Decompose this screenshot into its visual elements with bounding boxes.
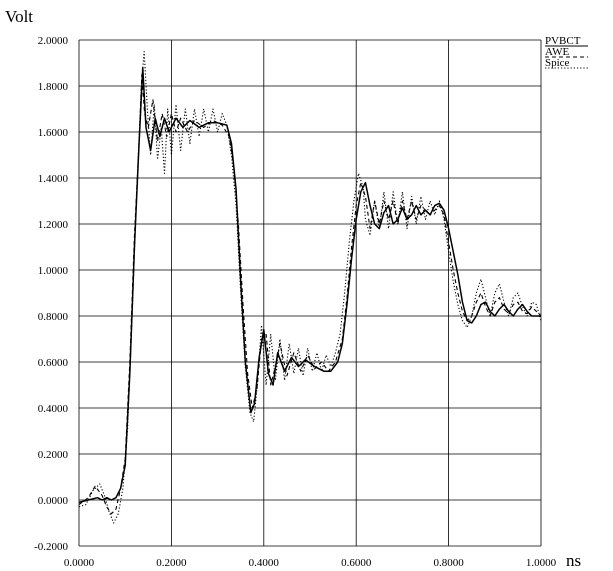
y-tick-label: 0.4000	[38, 403, 69, 415]
x-tick-label: 0.8000	[433, 557, 464, 569]
x-axis-title: ns	[566, 551, 581, 570]
series-line-awe	[78, 73, 542, 515]
y-axis-ticks: -0.2000 0.0000 0.2000 0.4000 0.6000 0.8000 1.0…	[34, 35, 68, 553]
series-lines	[78, 50, 542, 524]
x-tick-label: 0.4000	[249, 557, 280, 569]
y-axis-title: Volt	[5, 7, 33, 26]
x-tick-label: 1.0000	[526, 557, 557, 569]
y-tick-label: -0.2000	[34, 541, 68, 553]
y-tick-label: 0.2000	[38, 449, 69, 461]
series-line-pvbct	[78, 66, 541, 504]
grid-lines	[78, 39, 542, 547]
x-tick-label: 0.6000	[341, 557, 372, 569]
y-tick-label: 1.6000	[38, 127, 69, 139]
y-tick-label: 0.8000	[38, 311, 69, 323]
y-tick-label: 2.0000	[38, 35, 69, 47]
series-line-spice	[78, 50, 542, 524]
y-tick-label: 1.8000	[38, 81, 69, 93]
legend-label-awe: AWE	[545, 46, 569, 58]
legend-label-spice: Spice	[545, 57, 570, 69]
y-tick-label: 1.0000	[38, 265, 69, 277]
y-tick-label: 0.0000	[38, 495, 69, 507]
x-axis-ticks: 0.0000 0.2000 0.4000 0.6000 0.8000 1.0000	[64, 557, 557, 569]
y-tick-label: 0.6000	[38, 357, 69, 369]
y-tick-label: 1.4000	[38, 173, 69, 185]
legend-label-pvbct: PVBCT	[545, 35, 581, 47]
x-tick-label: 0.2000	[156, 557, 187, 569]
x-tick-label: 0.0000	[64, 557, 95, 569]
y-tick-label: 1.2000	[38, 219, 69, 231]
